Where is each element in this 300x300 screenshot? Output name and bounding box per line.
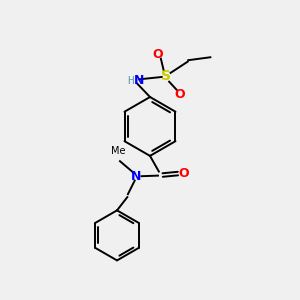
Text: O: O [174,88,185,100]
Text: N: N [131,170,141,183]
Text: O: O [152,48,163,61]
Text: S: S [161,69,171,83]
Text: Me: Me [111,146,126,156]
Text: O: O [178,167,189,180]
Text: H: H [127,76,134,86]
Text: N: N [134,74,144,87]
